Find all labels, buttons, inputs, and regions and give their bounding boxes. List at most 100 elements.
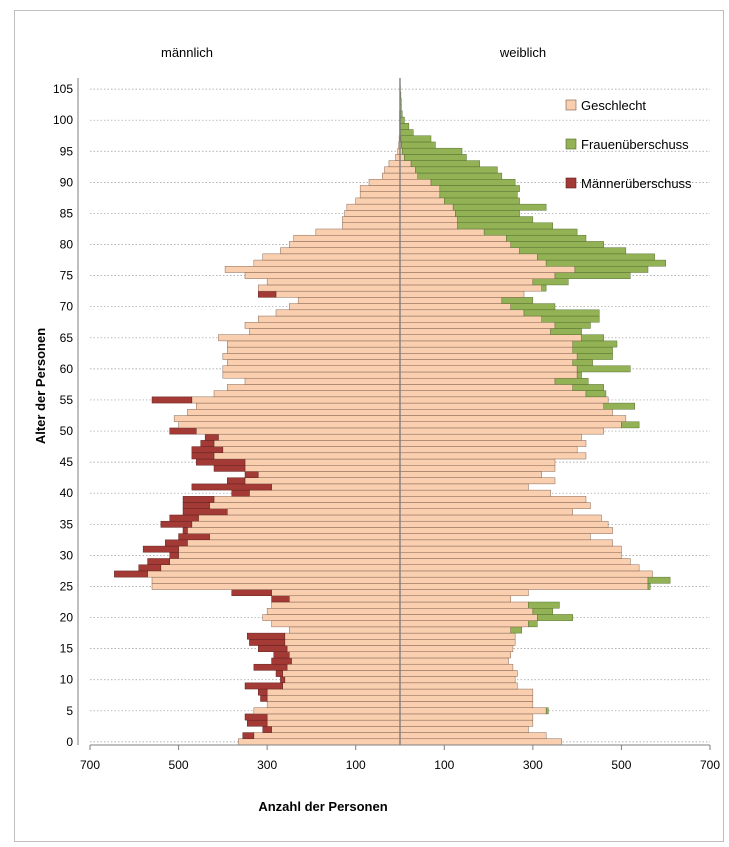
bar-frauenueberschuss bbox=[501, 297, 534, 304]
bar-female bbox=[399, 315, 542, 323]
bar-maennerueberschuss bbox=[280, 676, 286, 684]
bar-frauenueberschuss bbox=[572, 384, 604, 391]
bar-male bbox=[196, 402, 401, 410]
bar-male bbox=[198, 514, 401, 522]
bar-maennerueberschuss bbox=[242, 732, 255, 740]
x-tick-label: 500 bbox=[169, 758, 189, 772]
bar-frauenueberschuss bbox=[554, 377, 589, 385]
bar-female bbox=[399, 570, 653, 578]
bar-frauenueberschuss bbox=[400, 123, 410, 130]
bar-female bbox=[399, 253, 538, 261]
x-tick-label: 100 bbox=[434, 758, 454, 772]
bar-female bbox=[399, 589, 529, 597]
bar-female bbox=[399, 651, 511, 659]
bar-male bbox=[224, 266, 401, 273]
bar-male bbox=[271, 620, 401, 628]
bar-frauenueberschuss bbox=[647, 576, 671, 584]
bar-frauenueberschuss bbox=[581, 334, 604, 342]
bar-female bbox=[399, 545, 622, 553]
bar-maennerueberschuss bbox=[200, 440, 215, 447]
bar-frauenueberschuss bbox=[506, 234, 587, 242]
bar-frauenueberschuss bbox=[457, 222, 554, 230]
legend-swatch-frauenueberschuss bbox=[565, 138, 577, 150]
bar-frauenueberschuss bbox=[585, 390, 607, 398]
bar-male bbox=[388, 160, 401, 168]
bar-maennerueberschuss bbox=[169, 427, 197, 435]
bar-male bbox=[209, 533, 401, 541]
bar-female bbox=[399, 527, 613, 534]
bar-male bbox=[249, 328, 401, 335]
bar-male bbox=[213, 440, 401, 447]
y-tick-label: 70 bbox=[60, 300, 74, 314]
bar-maennerueberschuss bbox=[138, 564, 162, 572]
bar-frauenueberschuss bbox=[439, 185, 520, 192]
legend-swatch-maennerueberschuss bbox=[565, 177, 577, 189]
bar-male bbox=[249, 489, 401, 497]
bar-male bbox=[222, 446, 401, 454]
bar-female bbox=[399, 595, 511, 603]
bar-female bbox=[399, 160, 412, 168]
bar-maennerueberschuss bbox=[213, 465, 246, 472]
bar-frauenueberschuss bbox=[554, 322, 591, 329]
bar-maennerueberschuss bbox=[227, 477, 246, 485]
bar-female bbox=[399, 303, 511, 311]
bar-female bbox=[399, 719, 534, 727]
bar-female bbox=[399, 409, 613, 416]
y-tick-label: 30 bbox=[60, 548, 74, 562]
bar-male bbox=[289, 241, 401, 248]
y-tick-label: 35 bbox=[60, 517, 74, 531]
bar-maennerueberschuss bbox=[231, 489, 250, 497]
bar-maennerueberschuss bbox=[246, 632, 286, 640]
bar-male bbox=[178, 421, 401, 429]
y-tick-label: 25 bbox=[60, 579, 74, 593]
y-tick-label: 60 bbox=[60, 362, 74, 376]
bar-frauenueberschuss bbox=[528, 601, 560, 609]
bar-frauenueberschuss bbox=[400, 116, 405, 124]
x-tick-label: 700 bbox=[700, 758, 720, 772]
y-tick-label: 100 bbox=[53, 113, 73, 127]
bar-male bbox=[244, 465, 401, 472]
bar-male bbox=[178, 552, 401, 559]
bar-female bbox=[399, 626, 511, 634]
legend-swatch-geschlecht bbox=[565, 99, 577, 111]
bar-female bbox=[399, 483, 529, 491]
bar-frauenueberschuss bbox=[537, 253, 655, 261]
y-tick-label: 15 bbox=[60, 642, 74, 656]
bar-male bbox=[253, 707, 401, 715]
bar-female bbox=[399, 458, 556, 466]
bar-frauenueberschuss bbox=[523, 309, 600, 317]
bar-male bbox=[213, 496, 401, 503]
bar-female bbox=[399, 639, 516, 646]
bar-female bbox=[399, 359, 573, 366]
bar-maennerueberschuss bbox=[258, 688, 268, 696]
bar-male bbox=[271, 589, 401, 597]
bar-female bbox=[399, 365, 578, 373]
bar-male bbox=[286, 663, 401, 671]
bar-female bbox=[399, 377, 556, 385]
bar-female bbox=[399, 371, 578, 379]
legend-label-frauenueberschuss: Frauenüberschuss bbox=[581, 137, 689, 152]
bar-male bbox=[282, 670, 401, 677]
bar-maennerueberschuss bbox=[271, 595, 290, 603]
bar-frauenueberschuss bbox=[510, 626, 523, 634]
bar-female bbox=[399, 278, 534, 286]
bar-female bbox=[399, 179, 432, 186]
right-side-label: weiblich bbox=[499, 45, 546, 60]
x-tick-labels: 700 500 300 100 100 300 500 700 bbox=[80, 758, 720, 772]
bar-male bbox=[266, 278, 401, 286]
y-tick-label: 90 bbox=[60, 175, 74, 189]
bar-female bbox=[399, 632, 516, 640]
bar-male bbox=[359, 191, 401, 199]
bar-female bbox=[399, 707, 547, 715]
bar-female bbox=[399, 514, 602, 522]
bar-male bbox=[244, 458, 401, 466]
bar-female bbox=[399, 701, 534, 708]
bar-maennerueberschuss bbox=[262, 726, 272, 733]
bar-female bbox=[399, 402, 604, 410]
bar-maennerueberschuss bbox=[182, 508, 228, 516]
bar-male bbox=[187, 539, 401, 547]
y-tick-label: 75 bbox=[60, 269, 74, 283]
bar-female bbox=[399, 477, 556, 485]
bar-female bbox=[399, 614, 538, 621]
bar-female bbox=[399, 284, 542, 292]
